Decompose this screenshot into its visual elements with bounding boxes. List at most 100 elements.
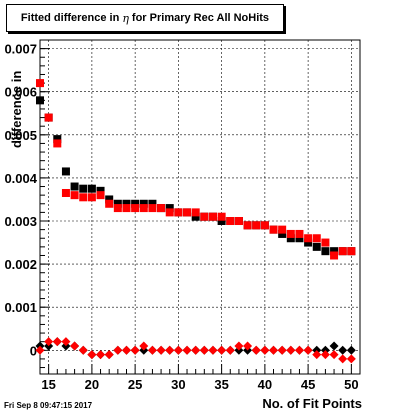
data-point-square — [113, 204, 122, 213]
data-point-square — [183, 208, 192, 217]
data-point-square — [139, 199, 148, 208]
data-point-diamond — [61, 337, 71, 347]
data-point-square — [338, 247, 347, 256]
data-point-diamond — [286, 345, 296, 355]
y-tick-label: 0.002 — [4, 257, 37, 272]
data-point-diamond — [329, 341, 339, 351]
data-point-diamond — [338, 354, 348, 364]
x-tick-label: 25 — [128, 377, 142, 392]
x-tick-label: 30 — [171, 377, 185, 392]
data-point-diamond — [199, 345, 209, 355]
data-point-square — [347, 247, 356, 256]
x-axis-label: No. of Fit Points — [262, 396, 362, 411]
data-point-square — [191, 212, 200, 221]
data-point-diamond — [70, 341, 80, 351]
data-point-square — [226, 217, 235, 226]
data-point-diamond — [87, 350, 97, 360]
data-point-square — [269, 225, 278, 234]
data-markers — [35, 79, 356, 364]
data-point-diamond — [147, 345, 157, 355]
data-point-square — [295, 229, 304, 238]
data-point-square — [79, 184, 88, 193]
data-point-square — [131, 199, 140, 208]
data-point-square — [44, 113, 53, 122]
x-tick-label: 35 — [214, 377, 228, 392]
data-point-square — [312, 242, 321, 251]
data-point-diamond — [312, 350, 322, 360]
data-point-diamond — [243, 341, 253, 351]
datestamp: Fri Sep 8 09:47:15 2017 — [4, 401, 93, 410]
data-point-square — [148, 204, 157, 213]
title-eta-symbol: η — [122, 11, 129, 25]
data-point-diamond — [173, 345, 183, 355]
data-point-square — [139, 204, 148, 213]
data-point-square — [304, 234, 313, 243]
data-point-diamond — [225, 345, 235, 355]
y-tick-label: 0.006 — [4, 85, 37, 100]
data-point-square — [330, 251, 339, 260]
data-point-diamond — [338, 345, 348, 355]
data-point-diamond — [251, 345, 261, 355]
data-point-square — [87, 193, 96, 202]
data-point-diamond — [303, 345, 313, 355]
data-point-square — [87, 184, 96, 193]
data-point-square — [295, 234, 304, 243]
x-tick-label: 15 — [41, 377, 55, 392]
y-tick-label: 0.003 — [4, 214, 37, 229]
data-point-square — [191, 208, 200, 217]
y-tick-label: 0 — [30, 343, 37, 358]
data-point-diamond — [320, 350, 330, 360]
x-tick-label: 20 — [85, 377, 99, 392]
y-axis-label: difference in — [9, 70, 24, 148]
title-part-1: Fitted difference in — [20, 12, 120, 24]
data-point-square — [286, 234, 295, 243]
data-point-square — [96, 191, 105, 200]
plot-frame — [39, 39, 361, 375]
data-point-square — [105, 195, 114, 204]
data-point-square — [243, 221, 252, 230]
data-point-diamond — [208, 345, 218, 355]
x-tick-label: 40 — [258, 377, 272, 392]
data-point-diamond — [165, 345, 175, 355]
data-point-square — [200, 212, 209, 221]
data-point-square — [36, 96, 44, 105]
data-point-square — [165, 208, 174, 217]
data-point-square — [174, 208, 183, 217]
data-point-diamond — [217, 345, 227, 355]
data-point-square — [96, 186, 105, 195]
data-point-square — [321, 238, 330, 247]
data-point-diamond — [35, 345, 45, 355]
title-part-2: for Primary Rec All NoHits — [131, 12, 270, 24]
y-tick-label: 0.004 — [4, 171, 37, 186]
data-point-square — [330, 247, 339, 256]
data-point-diamond — [78, 345, 88, 355]
y-tick-label: 0.007 — [4, 42, 37, 57]
x-tick-label: 50 — [344, 377, 358, 392]
data-point-diamond — [156, 345, 166, 355]
data-point-diamond — [346, 354, 356, 364]
data-point-square — [61, 167, 70, 176]
data-point-square — [217, 217, 226, 226]
data-point-square — [157, 204, 166, 213]
data-point-square — [79, 193, 88, 202]
data-point-square — [286, 229, 295, 238]
data-point-square — [53, 139, 62, 148]
data-point-square — [217, 212, 226, 221]
data-point-square — [278, 225, 287, 234]
data-point-square — [234, 217, 243, 226]
data-point-square — [278, 229, 287, 238]
data-point-square — [321, 247, 330, 256]
data-point-diamond — [96, 350, 106, 360]
data-point-diamond — [130, 345, 140, 355]
data-point-diamond — [191, 345, 201, 355]
data-point-square — [36, 79, 44, 88]
data-point-square — [312, 234, 321, 243]
data-point-square — [252, 221, 261, 230]
data-point-square — [53, 135, 62, 144]
data-point-diamond — [113, 345, 123, 355]
data-point-diamond — [44, 337, 54, 347]
data-point-square — [208, 212, 217, 221]
data-point-square — [260, 221, 269, 230]
data-point-square — [165, 204, 174, 213]
data-point-diamond — [294, 345, 304, 355]
